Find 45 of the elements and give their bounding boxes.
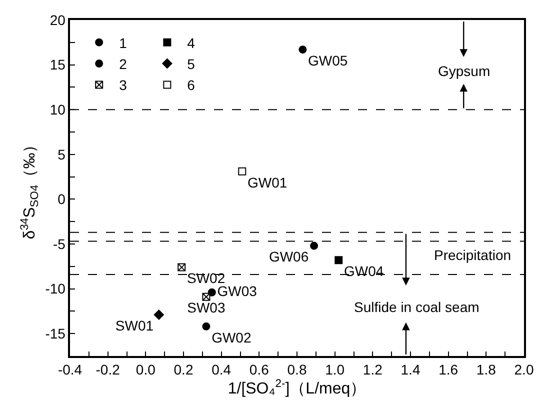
- x-tick-label: -0.2: [96, 362, 120, 378]
- legend-label: 2: [119, 56, 128, 72]
- x-tick-label: 2.0: [514, 362, 534, 378]
- point: [154, 310, 164, 320]
- x-tick-label: 0.4: [212, 362, 232, 378]
- data-label: GW05: [308, 52, 348, 68]
- x-tick-label: 1.2: [362, 362, 383, 378]
- legend-label: 6: [187, 77, 196, 94]
- y-tick-label: -10: [45, 280, 66, 297]
- annotation: Sulfide in coal seam: [354, 299, 480, 315]
- legend-label: 1: [119, 34, 128, 51]
- legend-label: 5: [187, 56, 196, 72]
- data-label: GW06: [268, 248, 309, 265]
- y-tick-label: 5: [58, 146, 66, 162]
- x-tick-label: 1.4: [400, 362, 420, 378]
- legend-label: 4: [187, 34, 196, 51]
- data-label: GW03: [217, 282, 258, 299]
- x-tick-label: 0.0: [136, 362, 156, 378]
- point: [310, 242, 318, 250]
- point: [334, 256, 343, 264]
- point: [208, 288, 216, 296]
- point: [238, 167, 246, 176]
- x-tick-label: 1.6: [438, 362, 458, 378]
- data-label: GW02: [212, 329, 252, 346]
- annotation: Gypsum: [438, 63, 490, 79]
- y-tick-label: 15: [50, 56, 66, 73]
- annotation: Precipitation: [434, 247, 512, 263]
- y-tick-label: 20: [50, 12, 66, 28]
- point: [298, 46, 307, 54]
- y-tick-label: 0: [58, 191, 66, 208]
- data-label: GW01: [248, 174, 288, 190]
- x-tick-label: 1.8: [476, 362, 496, 378]
- x-tick-label: 1.0: [325, 362, 345, 378]
- x-tick-label: 0.8: [287, 362, 307, 378]
- y-tick-label: -15: [45, 326, 66, 342]
- x-axis-title: 1/[SO₄$^{2-}$]（L/meq）: [228, 378, 366, 398]
- x-tick-label: -0.4: [58, 362, 82, 378]
- data-label: SW03: [187, 300, 226, 316]
- y-tick-label: -5: [52, 236, 66, 252]
- x-tick-label: 0.2: [174, 362, 194, 378]
- legend-label: 3: [119, 77, 128, 94]
- point: [202, 322, 210, 330]
- y-tick-label: 10: [50, 102, 66, 118]
- data-label: SW01: [115, 318, 154, 334]
- x-tick-label: 0.6: [249, 362, 270, 378]
